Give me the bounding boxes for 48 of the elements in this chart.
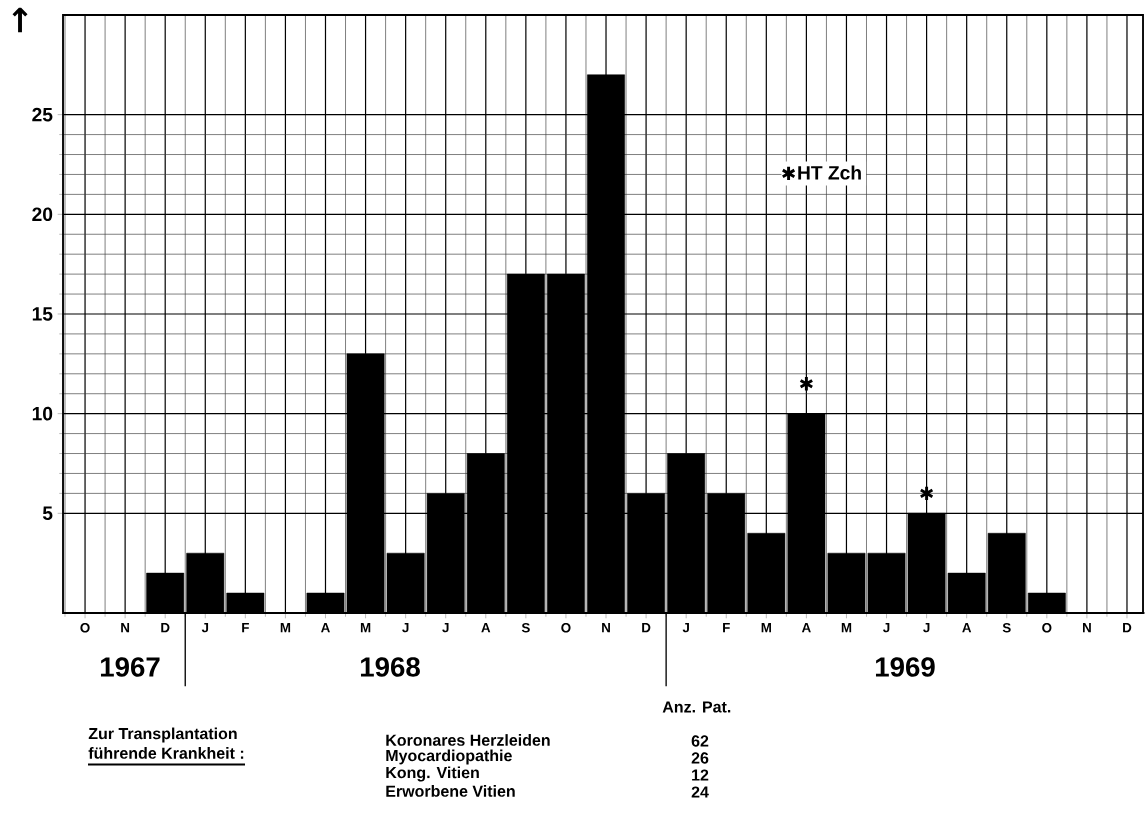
- y-tick-label: 25: [32, 107, 53, 122]
- x-tick-label: N: [602, 623, 610, 633]
- x-tick-label: M: [841, 623, 852, 633]
- text: Zur Transplantation: [88, 727, 237, 743]
- y-tick-label: 20: [32, 207, 53, 222]
- text: 24: [691, 786, 709, 798]
- x-tick-label: M: [360, 623, 371, 633]
- text: führende Krankheit :: [88, 747, 244, 759]
- text: Koronares Herzleiden: [386, 734, 550, 746]
- x-tick-label: O: [561, 623, 571, 633]
- text: Erworbene Vitien: [386, 785, 515, 797]
- x-tick-label: J: [682, 623, 689, 633]
- x-tick-label: A: [962, 623, 972, 633]
- x-tick-label: A: [801, 623, 811, 633]
- x-tick-label: J: [883, 623, 890, 633]
- x-tick-label: J: [402, 623, 409, 633]
- x-tick-label: O: [1042, 623, 1052, 633]
- x-tick-label: A: [321, 623, 330, 633]
- x-tick-label: J: [201, 623, 209, 633]
- x-tick-label: D: [1123, 623, 1132, 633]
- x-tick-label: N: [1082, 623, 1091, 633]
- x-tick-label: D: [642, 623, 651, 633]
- y-tick-label: 5: [42, 506, 53, 521]
- text: 1968: [360, 657, 420, 677]
- text: Kong. Vitien: [386, 766, 479, 782]
- text: 1969: [875, 657, 935, 677]
- x-tick-label: J: [923, 623, 930, 633]
- text: 12: [692, 769, 709, 781]
- y-tick-label: 15: [32, 307, 53, 321]
- x-tick-label: A: [481, 623, 491, 633]
- text: Myocardiopathie: [386, 749, 512, 765]
- x-tick-label: S: [521, 623, 530, 633]
- x-tick-label: N: [121, 623, 130, 633]
- text: Anz. Pat.: [662, 701, 731, 713]
- x-tick-label: J: [442, 623, 449, 633]
- x-tick-label: F: [723, 623, 730, 633]
- x-tick-label: M: [280, 623, 291, 633]
- x-tick-label: M: [761, 623, 771, 633]
- text: 62: [691, 735, 709, 747]
- legend-label: HT Zch: [798, 165, 861, 180]
- y-tick-label: 10: [32, 406, 53, 421]
- x-tick-label: D: [161, 623, 170, 633]
- x-tick-label: O: [80, 623, 90, 633]
- x-tick-label: S: [1002, 623, 1011, 633]
- text: ↑: [12, 7, 28, 33]
- text: 26: [691, 752, 709, 764]
- x-tick-label: F: [242, 623, 249, 633]
- text: 1967: [100, 657, 160, 677]
